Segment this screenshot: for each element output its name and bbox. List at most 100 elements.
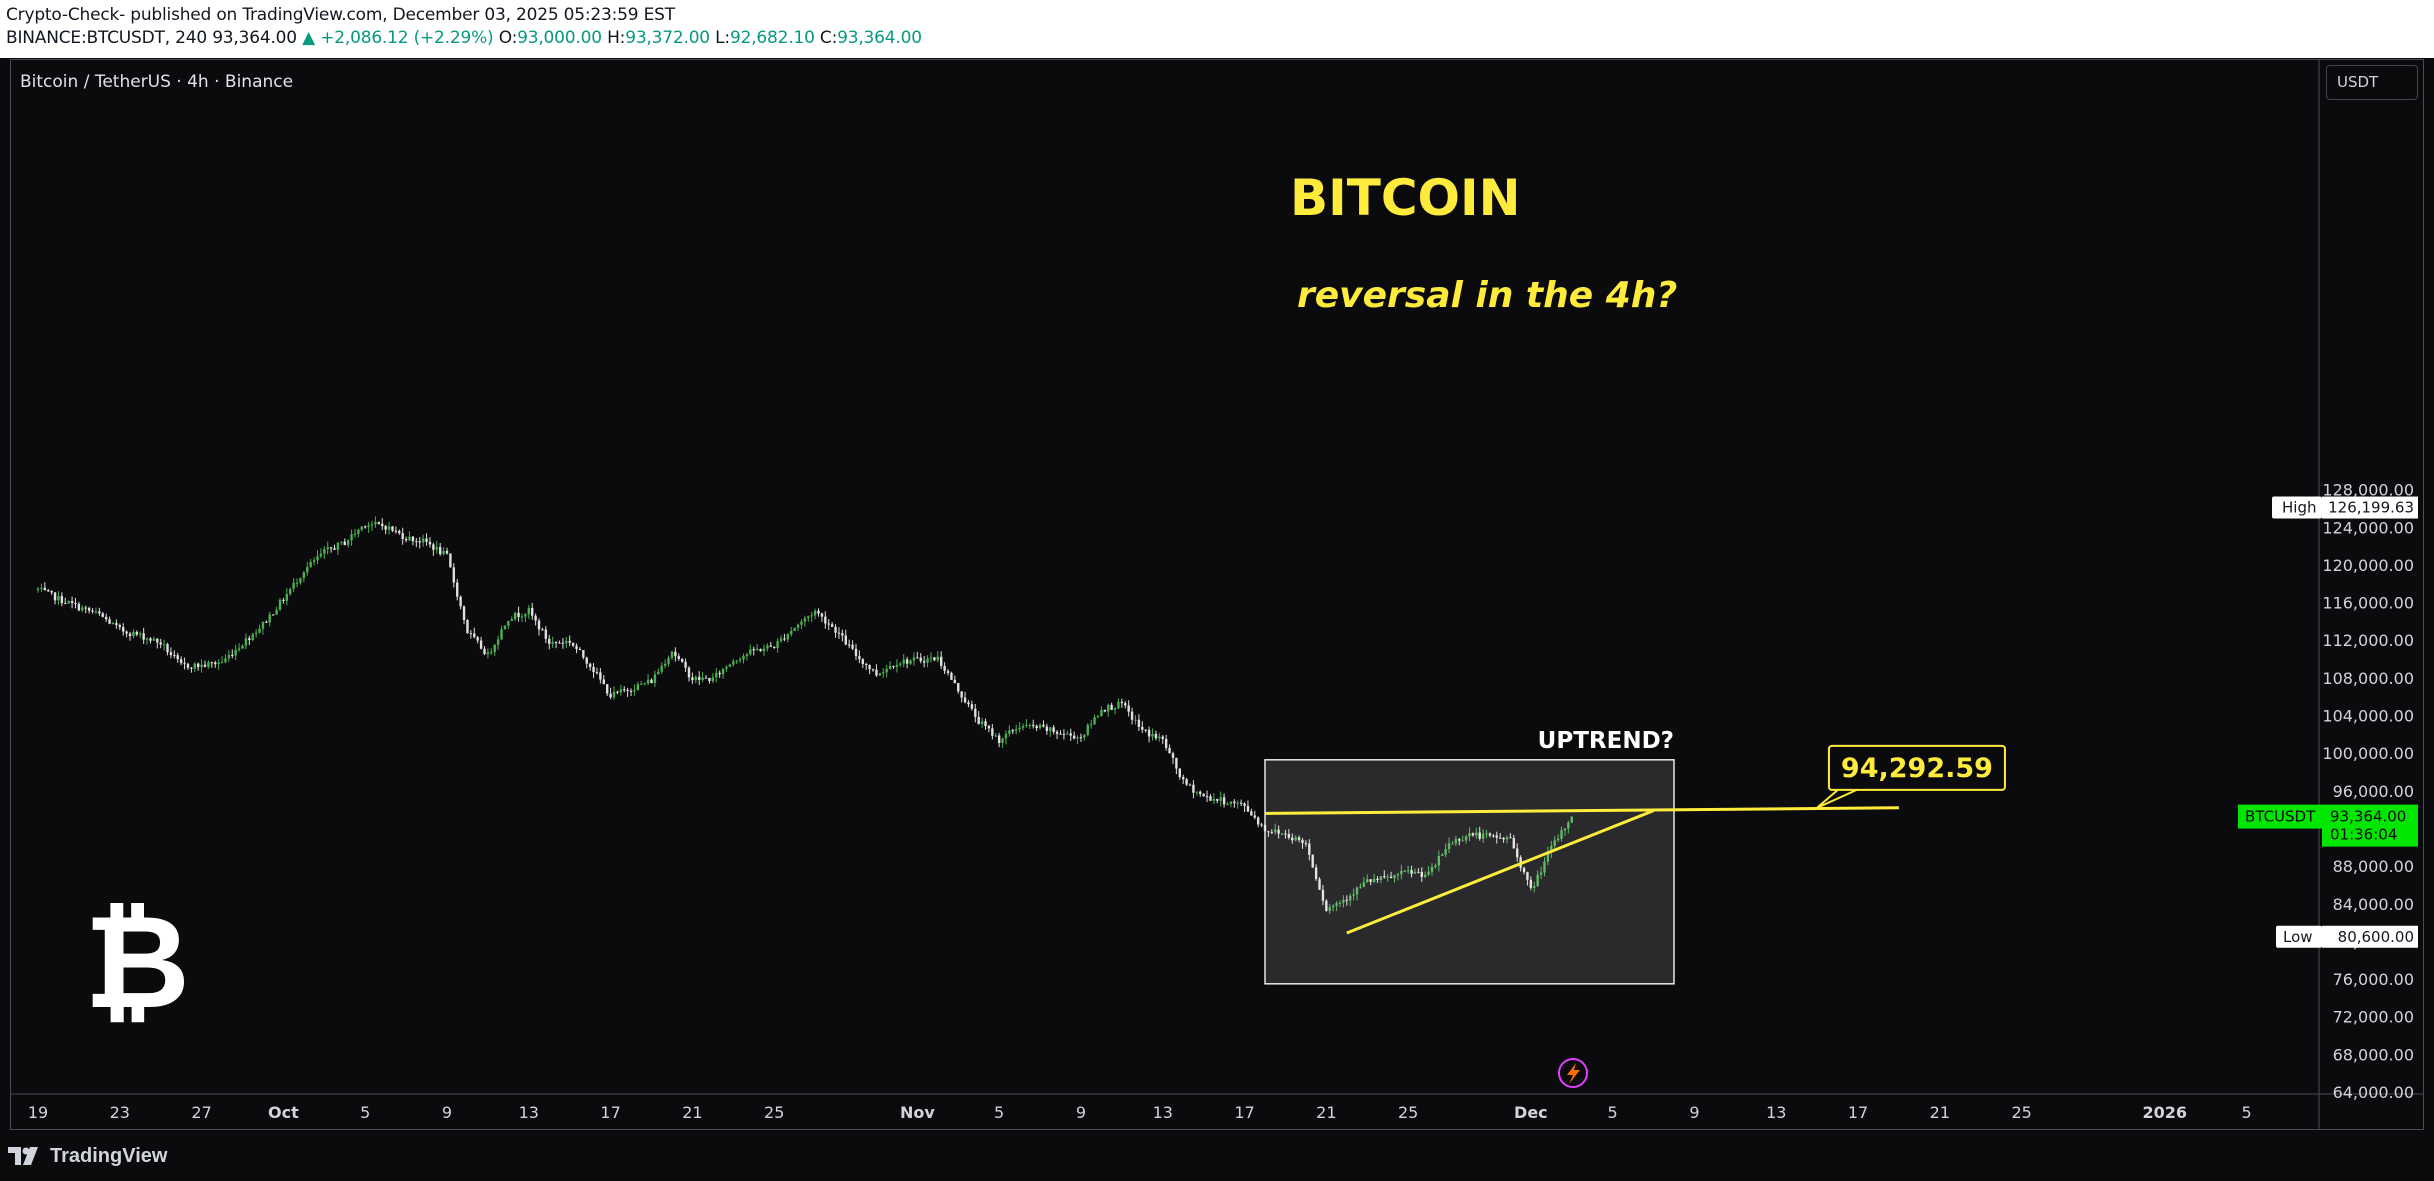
candle-body [1331, 905, 1335, 908]
time-axis[interactable]: 19 23 27 Oct 5 9 13 17 21 25 Nov 5 9 13 17 21 25 Dec 5 9 13 1… [28, 1103, 2252, 1122]
tradingview-brand: TradingView [50, 1144, 168, 1167]
candle-body [1488, 833, 1492, 836]
candle-body [234, 649, 237, 656]
candle-body [558, 642, 561, 644]
candle-body [108, 619, 111, 624]
candle-body [145, 638, 149, 640]
candle-body [1563, 828, 1567, 831]
candle-body [452, 567, 456, 583]
candle-body [179, 659, 183, 664]
low-value: 92,682.10 [729, 28, 815, 48]
candle-body [1475, 832, 1478, 836]
candle-body [1246, 805, 1250, 812]
time-tick: 21 [1930, 1103, 1950, 1122]
candle-body [258, 628, 261, 633]
candle-body [353, 533, 357, 535]
candle-body [926, 658, 929, 663]
candle-body [411, 536, 415, 542]
target-callout[interactable]: 94,292.59 [1816, 744, 2006, 809]
uptrend-box[interactable]: UPTREND? [1264, 728, 1675, 985]
candle-body [261, 621, 265, 629]
candle-body [1400, 870, 1403, 875]
candle-body [1451, 843, 1454, 845]
candle-body [1417, 871, 1420, 873]
candle-body [377, 522, 381, 524]
candle-body [1553, 840, 1556, 847]
candle-body [1226, 803, 1229, 805]
candle-body [1362, 882, 1366, 887]
candle-body [1260, 824, 1263, 826]
high-price-badge: High 126,199.63 [2272, 496, 2418, 519]
candle-body [1079, 737, 1083, 739]
candle-body [824, 616, 827, 624]
tradingview-logo-icon [8, 1147, 38, 1165]
candle-body [1468, 833, 1471, 837]
candle-body [47, 590, 50, 592]
last-price: 93,364.00 [212, 28, 297, 48]
candle-body [404, 538, 408, 541]
candle-body [1004, 733, 1008, 739]
candle-body [496, 639, 500, 645]
chart-frame[interactable] [10, 59, 2424, 1130]
candle-body [507, 620, 510, 626]
candle-body [1526, 872, 1529, 880]
candle-body [1154, 733, 1158, 739]
candle-body [210, 662, 214, 664]
candle-body [1141, 726, 1144, 730]
last-price-badge: BTCUSDT 93,364.00 01:36:04 [2238, 804, 2418, 847]
candle-body [762, 648, 766, 652]
candle-body [1376, 878, 1379, 880]
candle-body [868, 665, 871, 670]
candle-body [503, 625, 507, 630]
candle-body [963, 697, 967, 703]
candle-body [1308, 843, 1311, 855]
candle-body [1536, 874, 1539, 886]
candle-body [882, 672, 885, 674]
candle-body [895, 664, 899, 667]
candle-body [517, 612, 520, 617]
candle-body [1229, 801, 1233, 804]
candle-body [346, 540, 350, 545]
lightning-icon[interactable] [1558, 1058, 1588, 1088]
candle-body [623, 689, 626, 691]
candle-body [254, 632, 258, 635]
candle-body [657, 671, 660, 675]
candle-body [643, 683, 646, 685]
candle-body [1441, 854, 1444, 857]
currency-button[interactable]: USDT [2326, 65, 2418, 100]
symbol-legend[interactable]: Bitcoin / TetherUS · 4h · Binance [20, 72, 294, 92]
resistance-line[interactable] [1264, 806, 1899, 815]
candle-body [466, 620, 469, 634]
candle-body [1512, 838, 1516, 849]
time-tick: 17 [600, 1103, 620, 1122]
price-tick: 84,000.00 [2333, 895, 2414, 914]
candle-body [544, 629, 548, 639]
time-tick: 13 [1766, 1103, 1786, 1122]
price-tick: 72,000.00 [2333, 1008, 2414, 1027]
candle-body [1274, 829, 1277, 833]
candle-body [94, 611, 98, 613]
candle-body [1144, 729, 1147, 731]
candle-body [721, 668, 725, 675]
candle-body [708, 678, 711, 682]
uptrend-rectangle[interactable] [1264, 759, 1675, 985]
candle-body [1239, 802, 1243, 804]
candle-body [749, 649, 752, 655]
tradingview-logo[interactable]: TradingView [8, 1144, 167, 1168]
candle-body [190, 667, 193, 669]
candle-body [1086, 724, 1089, 735]
candle-body [1342, 899, 1345, 903]
candle-body [847, 644, 851, 646]
rising-trendline[interactable] [1346, 809, 1655, 935]
publication-header: Crypto-Check- published on TradingView.c… [0, 0, 2434, 58]
candle-body [241, 645, 244, 649]
price-tick: 96,000.00 [2333, 782, 2414, 801]
candle-body [1212, 799, 1216, 801]
candle-body [227, 654, 231, 659]
candle-body [132, 631, 135, 637]
candle-body [449, 553, 452, 568]
time-tick: 17 [1848, 1103, 1868, 1122]
candle-body [1096, 716, 1100, 718]
candle-body [479, 640, 483, 649]
